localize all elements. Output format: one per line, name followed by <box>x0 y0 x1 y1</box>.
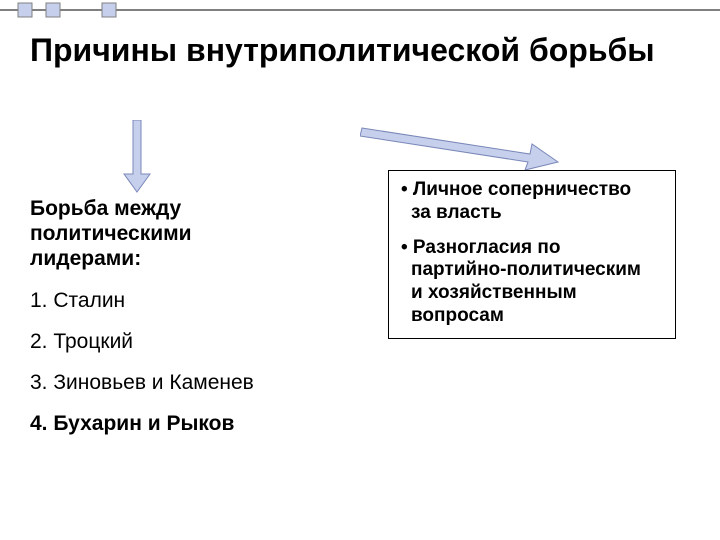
bullet-2: • Разногласия по партийно-политическим и… <box>399 237 665 328</box>
arrow-right-diagonal <box>360 122 560 172</box>
slide-decor-strip <box>0 0 720 30</box>
left-item-2: 2. Троцкий <box>30 329 285 354</box>
arrow-down-left <box>120 120 154 194</box>
left-column: Борьба между политическими лидерами: 1. … <box>30 196 285 452</box>
left-item-1: 1. Сталин <box>30 288 285 313</box>
left-item-3: 3. Зиновьев и Каменев <box>30 370 285 395</box>
bullet-2-line-3: вопросам <box>399 305 665 328</box>
bullet-1: • Личное соперничество за власть <box>399 179 665 225</box>
right-box: • Личное соперничество за власть • Разно… <box>388 170 676 339</box>
slide-title: Причины внутриполитической борьбы <box>30 32 655 69</box>
left-item-4: 4. Бухарин и Рыков <box>30 411 285 436</box>
bullet-2-line-2: и хозяйственным <box>399 282 665 305</box>
bullet-1-line-1: за власть <box>399 202 665 225</box>
bullet-2-head: • Разногласия по <box>399 237 665 260</box>
left-heading: Борьба между политическими лидерами: <box>30 196 285 272</box>
bullet-1-head: • Личное соперничество <box>399 179 665 202</box>
bullet-2-line-1: партийно-политическим <box>399 259 665 282</box>
